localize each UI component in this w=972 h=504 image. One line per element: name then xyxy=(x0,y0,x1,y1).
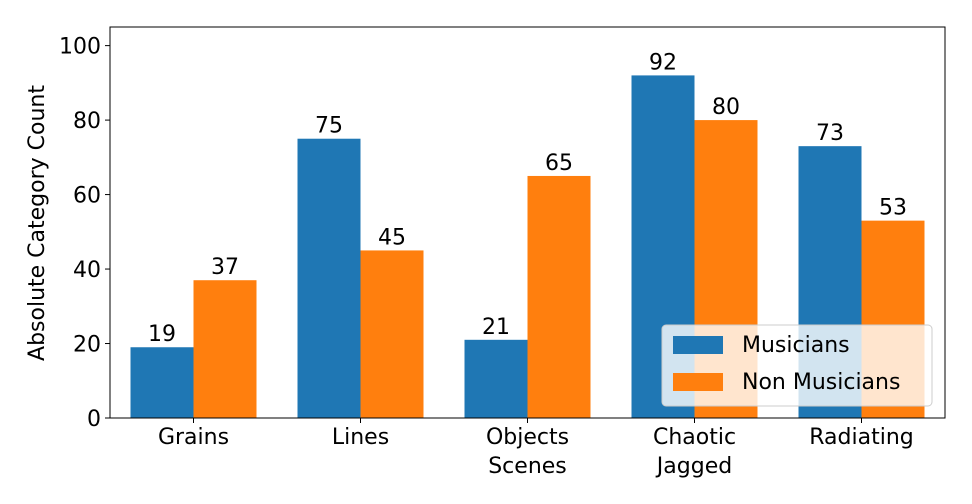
legend-swatch-non-musicians xyxy=(673,373,723,391)
bar-musicians-2 xyxy=(464,339,528,418)
bar-value-label: 92 xyxy=(649,50,677,75)
legend-box xyxy=(661,324,933,407)
y-tick-label: 0 xyxy=(87,407,101,432)
bar-non-musicians-1 xyxy=(360,250,424,418)
x-tick-label: Lines xyxy=(332,425,389,450)
x-tick-label: Chaotic xyxy=(653,425,736,450)
x-axis: Grains Lines Objects Scenes Chaotic Jagged Rad… xyxy=(158,418,914,479)
y-tick-label: 60 xyxy=(73,184,101,209)
y-tick-label: 100 xyxy=(59,35,101,60)
y-tick-label: 40 xyxy=(73,258,101,283)
y-axis: 0 20 40 60 80 100 xyxy=(59,35,110,432)
bar-value-label: 37 xyxy=(211,255,239,280)
plot-area: 19 75 21 92 73 37 45 65 80 53 xyxy=(109,26,946,419)
bar-value-label: 21 xyxy=(482,315,510,340)
x-tick-label: Grains xyxy=(158,425,229,450)
bar-value-label: 53 xyxy=(879,196,907,221)
legend-label: Musicians xyxy=(742,333,850,358)
bar-non-musicians-2 xyxy=(527,175,591,418)
legend-swatch-musicians xyxy=(673,336,723,354)
x-tick-label: Radiating xyxy=(809,425,914,450)
bar-value-label: 73 xyxy=(816,121,844,146)
bar-value-label: 45 xyxy=(378,225,406,250)
legend: Musicians Non Musicians xyxy=(661,324,933,407)
bar-musicians-0 xyxy=(130,347,194,418)
x-tick-label: Scenes xyxy=(488,454,567,479)
bar-non-musicians-0 xyxy=(193,280,257,418)
bar-value-label: 65 xyxy=(545,151,573,176)
bar-value-label: 19 xyxy=(148,322,176,347)
bar-musicians-1 xyxy=(297,138,361,418)
x-tick-label: Jagged xyxy=(655,454,732,479)
y-tick-label: 80 xyxy=(73,109,101,134)
y-tick-label: 20 xyxy=(73,333,101,358)
y-axis-label: Absolute Category Count xyxy=(25,85,50,361)
x-tick-label: Objects xyxy=(486,425,569,450)
bar-value-label: 80 xyxy=(712,95,740,120)
legend-label: Non Musicians xyxy=(742,370,900,395)
bar-value-label: 75 xyxy=(315,114,343,139)
